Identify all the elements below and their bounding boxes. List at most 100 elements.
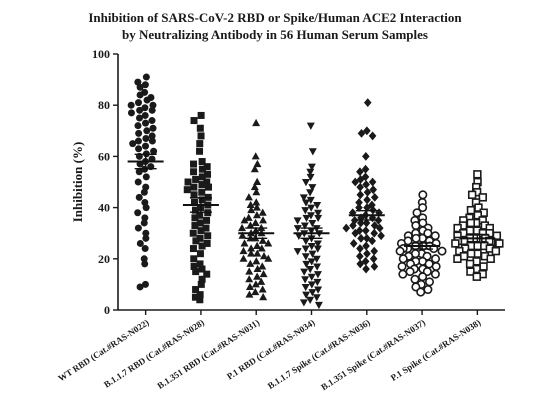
data-point <box>253 241 262 249</box>
data-point <box>245 275 254 283</box>
data-point <box>142 119 150 127</box>
data-point <box>300 222 309 230</box>
data-point <box>247 249 256 257</box>
data-point <box>196 211 204 219</box>
data-point <box>238 231 247 239</box>
data-point <box>430 269 440 279</box>
data-point <box>192 268 200 276</box>
data-point <box>197 132 205 140</box>
data-point <box>135 114 143 122</box>
series-group <box>127 73 158 291</box>
data-point <box>141 260 149 268</box>
data-point <box>253 264 262 273</box>
data-point <box>302 260 311 269</box>
data-point <box>313 240 322 248</box>
data-point <box>453 223 462 233</box>
data-point <box>308 250 317 258</box>
data-point <box>259 269 268 278</box>
data-point <box>301 199 310 207</box>
data-point <box>357 128 366 138</box>
data-point <box>306 173 315 182</box>
data-point <box>252 203 261 211</box>
data-point <box>356 218 365 228</box>
data-point <box>142 234 150 242</box>
x-tick-label: P.1 RBD (Cat.#RAS-N034) <box>225 317 317 381</box>
data-point <box>252 198 261 206</box>
data-point <box>362 152 370 161</box>
data-point <box>196 250 204 258</box>
x-tick-label: B.1.351 RBD (Cat.#RAS-N031) <box>155 317 261 391</box>
data-point <box>308 184 317 192</box>
data-point <box>369 185 378 195</box>
data-point <box>362 264 370 274</box>
series-group <box>451 170 504 281</box>
data-point <box>198 242 206 250</box>
data-point <box>198 188 206 196</box>
y-tick-label: 60 <box>98 149 110 163</box>
data-point <box>306 296 315 304</box>
data-point <box>197 227 205 235</box>
data-point <box>363 249 371 259</box>
data-point <box>202 224 210 232</box>
data-point <box>356 182 365 192</box>
series-group <box>183 111 212 304</box>
data-point <box>251 280 260 288</box>
data-point <box>135 145 143 153</box>
data-point <box>253 177 262 185</box>
series-group <box>238 118 273 301</box>
data-point <box>313 278 322 287</box>
data-point <box>192 237 200 245</box>
data-point <box>238 223 247 232</box>
data-point <box>492 231 502 240</box>
data-point <box>189 245 197 253</box>
chart-title-line-2: by Neutralizing Antibody in 56 Human Ser… <box>122 27 428 42</box>
data-point <box>134 122 142 130</box>
data-point <box>259 293 268 301</box>
data-point <box>355 203 363 212</box>
data-point <box>142 142 150 150</box>
data-point <box>247 205 256 214</box>
data-point <box>142 173 150 181</box>
data-point <box>136 106 144 114</box>
data-point <box>150 147 158 155</box>
data-point <box>351 228 360 238</box>
data-point <box>294 232 303 240</box>
data-point <box>314 301 323 310</box>
data-point <box>486 254 495 263</box>
data-point <box>302 291 311 299</box>
data-point <box>405 267 415 277</box>
data-point <box>204 232 212 240</box>
data-point <box>307 163 316 171</box>
data-point <box>196 296 204 304</box>
data-point <box>451 239 460 248</box>
data-point <box>258 285 267 293</box>
data-point <box>307 258 316 266</box>
data-point <box>362 226 370 236</box>
data-point <box>357 233 365 243</box>
data-point <box>197 111 205 119</box>
data-point <box>423 285 433 295</box>
data-point <box>134 99 142 107</box>
data-point <box>349 239 358 248</box>
data-point <box>198 265 206 273</box>
data-point <box>191 214 199 222</box>
data-point <box>362 241 370 251</box>
y-tick-label: 40 <box>98 201 110 215</box>
data-point <box>301 276 310 284</box>
data-point <box>140 188 148 196</box>
data-point <box>253 249 262 257</box>
data-point <box>306 122 315 130</box>
data-point <box>299 194 308 202</box>
data-point <box>135 193 143 201</box>
x-tick-label: P.1 Spike (Cat.#RAS-N038) <box>389 317 483 383</box>
data-point <box>252 188 261 196</box>
data-point <box>141 104 149 112</box>
chart-title-line-1: Inhibition of SARS-CoV-2 RBD or Spike/Hu… <box>88 10 462 25</box>
data-point <box>190 160 198 168</box>
data-point <box>198 165 206 173</box>
data-point <box>258 262 267 270</box>
data-point <box>349 221 357 230</box>
data-point <box>302 214 311 223</box>
